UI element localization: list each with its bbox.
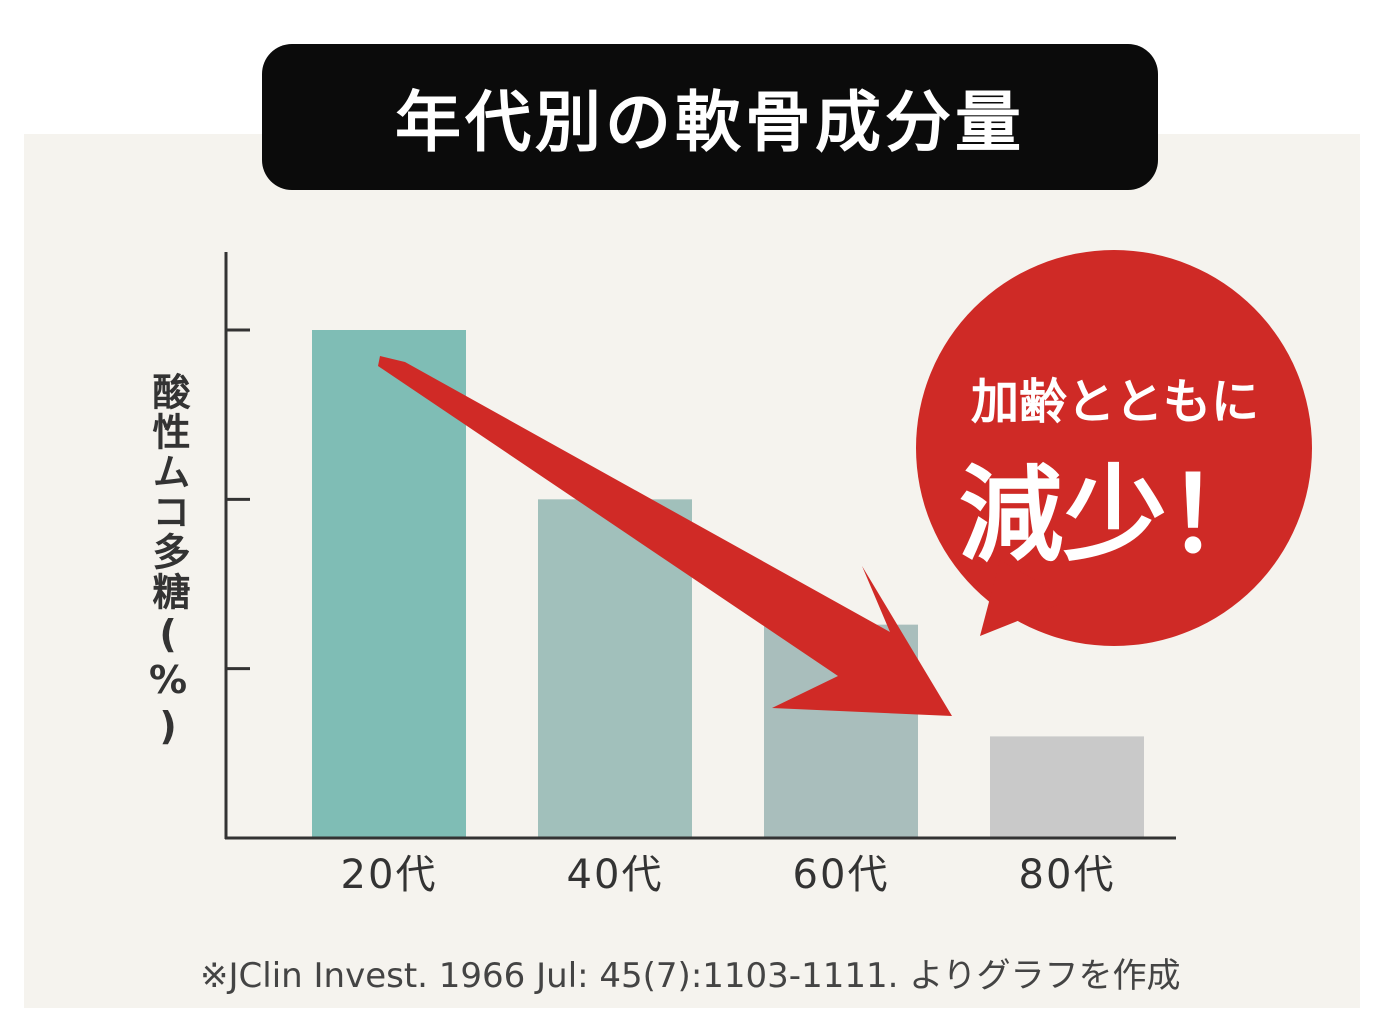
x-tick-label-40代: 40代 xyxy=(567,852,664,898)
speech-bubble xyxy=(916,250,1312,646)
bar-20代 xyxy=(312,330,466,838)
source-footnote: ※JClin Invest. 1966 Jul: 45(7):1103-1111… xyxy=(200,956,1181,996)
annotation-layer xyxy=(378,250,1312,716)
title-banner: 年代別の軟骨成分量 xyxy=(262,44,1158,190)
speech-bubble-tail xyxy=(980,560,1070,636)
axis-layer xyxy=(224,252,1176,840)
x-tick-label-60代: 60代 xyxy=(793,852,890,898)
bubble-text-line2: 減少！ xyxy=(958,454,1271,576)
y-axis-label: 酸性ムコ多糖(%) xyxy=(146,372,190,750)
bars-layer xyxy=(312,330,1144,838)
chart-title: 年代別の軟骨成分量 xyxy=(395,84,1025,161)
bubble-text-line1: 加齢とともに xyxy=(970,374,1259,430)
x-tick-labels: 20代 40代 60代 80代 xyxy=(341,852,1116,898)
trend-arrow xyxy=(378,356,952,716)
x-tick-label-20代: 20代 xyxy=(341,852,438,898)
bar-80代 xyxy=(990,736,1144,838)
x-tick-label-80代: 80代 xyxy=(1019,852,1116,898)
